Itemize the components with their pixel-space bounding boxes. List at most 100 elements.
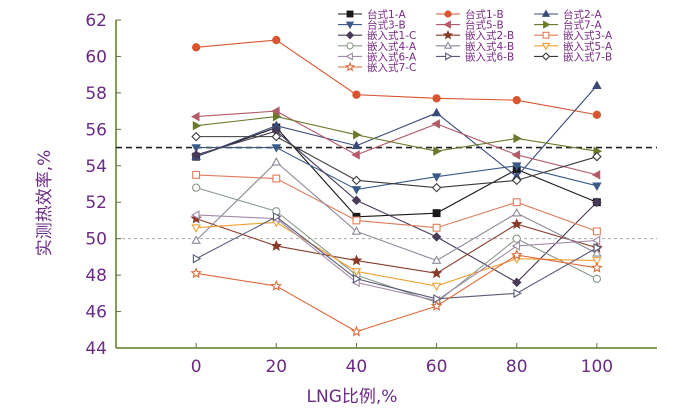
data-point <box>511 150 521 160</box>
series-line <box>196 174 598 232</box>
data-point <box>512 162 522 171</box>
data-point <box>351 140 362 150</box>
data-point <box>192 120 202 131</box>
data-point <box>191 43 201 52</box>
data-point <box>511 241 521 251</box>
data-point <box>513 133 522 144</box>
data-point <box>270 280 283 291</box>
data-point <box>430 267 443 279</box>
series-line <box>196 39 597 116</box>
series-line <box>195 161 598 262</box>
data-point <box>431 119 440 129</box>
data-point <box>353 130 362 140</box>
series-layer <box>190 35 603 337</box>
y-tick-label: 62 <box>85 11 107 31</box>
legend-label: 台式1-B <box>465 8 504 21</box>
data-point <box>353 274 362 284</box>
legend-item: 台式1-B <box>436 8 504 21</box>
y-tick-label: 58 <box>85 84 107 104</box>
legend-item: 台式5-B <box>436 19 504 32</box>
series-2 <box>191 35 602 119</box>
data-point <box>541 52 551 61</box>
data-point <box>592 227 601 236</box>
data-point <box>351 226 362 235</box>
data-point <box>592 110 602 119</box>
data-point <box>271 131 282 142</box>
legend-label: 嵌入式3-A <box>563 29 613 42</box>
data-point <box>191 210 200 220</box>
series-10 <box>191 183 602 307</box>
y-tick-label: 52 <box>85 193 107 213</box>
series-line <box>196 254 597 333</box>
data-point <box>432 94 441 103</box>
legend-label: 嵌入式4-A <box>367 40 417 53</box>
data-point <box>511 175 522 186</box>
data-point <box>431 173 442 182</box>
data-point <box>541 42 551 51</box>
data-point <box>442 29 454 40</box>
data-point <box>272 111 282 122</box>
series-line <box>196 214 597 302</box>
data-point <box>431 232 442 242</box>
legend-label: 台式7-A <box>563 19 602 32</box>
data-point <box>345 31 355 40</box>
series-7 <box>191 126 602 288</box>
series-1 <box>192 123 601 221</box>
series-3 <box>191 80 602 181</box>
data-point <box>591 235 601 246</box>
data-point <box>351 268 362 277</box>
data-point <box>191 111 200 122</box>
x-axis-ticks: 0 20 40 60 80 100 <box>191 343 613 377</box>
data-point <box>592 274 602 283</box>
legend-label: 嵌入式6-A <box>367 50 417 63</box>
x-tick-label: 100 <box>581 357 613 377</box>
data-point <box>592 257 602 266</box>
series-16 <box>190 249 603 337</box>
data-point <box>351 175 362 186</box>
data-point <box>592 197 602 208</box>
legend-label: 嵌入式4-B <box>465 40 514 53</box>
data-point <box>432 223 441 232</box>
data-point <box>351 150 360 160</box>
data-point <box>272 174 281 183</box>
y-tick-label: 48 <box>85 266 107 286</box>
data-point <box>542 31 550 39</box>
legend-item: 台式1-A <box>338 8 406 21</box>
y-axis-ticks: 44 46 48 50 52 54 56 58 60 62 <box>85 11 121 359</box>
series-line <box>196 136 598 189</box>
data-point <box>431 282 442 292</box>
data-point <box>592 248 602 257</box>
data-point <box>511 249 523 260</box>
legend-item: 嵌入式5-A <box>534 40 613 53</box>
data-point <box>191 235 201 244</box>
data-point <box>592 80 602 89</box>
data-point <box>270 239 283 251</box>
legend-item: 台式3-B <box>338 19 406 32</box>
x-tick-label: 0 <box>191 357 202 377</box>
series-line <box>195 216 598 300</box>
y-tick-label: 44 <box>85 339 107 359</box>
series-4 <box>191 144 602 195</box>
data-point <box>192 170 201 179</box>
y-tick-label: 46 <box>85 303 107 323</box>
data-point <box>346 42 354 50</box>
data-point <box>433 146 442 156</box>
data-point <box>191 183 201 192</box>
plot-frame <box>115 20 657 349</box>
data-point <box>352 90 361 99</box>
y-tick-label: 56 <box>85 120 107 140</box>
legend-item: 嵌入式6-A <box>338 50 417 63</box>
series-13 <box>191 210 601 306</box>
legend-label: 嵌入式1-C <box>367 29 416 42</box>
data-point <box>191 144 201 153</box>
data-point <box>433 294 442 304</box>
y-tick-label: 60 <box>85 47 107 67</box>
data-point <box>592 182 602 191</box>
legend: 台式1-A 台式1-B 台式2-A 台式3-B 台式5-B 台式7-A 嵌入式1-C 嵌入式2… <box>338 8 613 74</box>
data-point <box>192 253 202 264</box>
series-line <box>195 130 598 284</box>
series-line <box>196 221 597 287</box>
data-point <box>431 107 442 117</box>
legend-item: 台式2-A <box>534 8 602 21</box>
legend-item: 嵌入式6-B <box>436 50 514 63</box>
